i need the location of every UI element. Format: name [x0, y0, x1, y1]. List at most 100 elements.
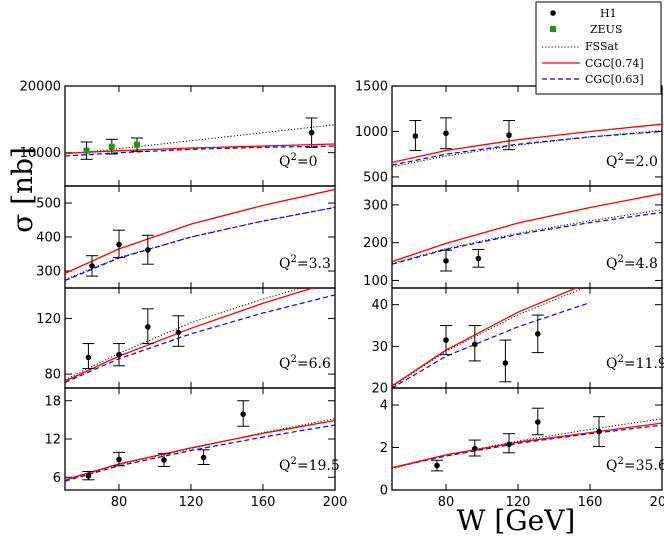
h1-marker: [116, 241, 122, 248]
y-tick-label: 200: [363, 236, 388, 251]
legend-label-cgc74: CGC[0.74]: [585, 57, 644, 70]
panel-q2-0: 10000 20000 Q2=0: [20, 80, 336, 187]
panel-frame: [64, 85, 336, 187]
h1-point: [113, 343, 125, 367]
panel-frame: [64, 387, 336, 491]
y-tick-label: 120: [36, 312, 61, 327]
h1-point: [431, 459, 443, 472]
y-tick-label: 10000: [20, 146, 61, 161]
cgc074-curve: [392, 123, 662, 164]
y-tick-label: 300: [363, 198, 388, 213]
cgc063-curve: [65, 424, 335, 482]
x-tick-label: 80: [111, 495, 128, 510]
curves: [65, 418, 335, 482]
y-tick-label: 1000: [355, 125, 388, 140]
h1-marker: [116, 351, 122, 358]
cgc074-curve: [65, 188, 335, 274]
fssat-curve: [65, 288, 304, 381]
y-tick-label: 6: [53, 471, 61, 486]
panel-frame: [64, 185, 336, 289]
q2-label: Q2=11.9: [606, 354, 664, 372]
h1-point: [113, 229, 125, 258]
y-tick-label: 30: [371, 340, 388, 355]
cgc063-curve: [65, 294, 335, 383]
panel-q2-2: 500 1000 1500 Q2=2.0: [355, 80, 663, 187]
h1-marker: [443, 337, 449, 343]
h1-marker: [161, 457, 167, 463]
legend-box: [535, 1, 662, 95]
y-tick-label: 2: [380, 441, 388, 456]
h1-point: [82, 343, 95, 370]
h1-marker: [200, 454, 207, 461]
y-tick-label: 20: [371, 382, 388, 397]
x-tick-label: 200: [650, 495, 664, 510]
cgc063-curve: [392, 424, 662, 469]
h1-marker: [472, 341, 478, 348]
h1-point: [468, 439, 481, 457]
y-tick-label: 12: [44, 433, 61, 448]
q2-label: Q2=6.6: [279, 354, 331, 372]
q2-label: Q2=0: [279, 152, 318, 170]
cgc074-curve: [392, 422, 662, 469]
y-tick-label: 100: [363, 274, 388, 289]
x-tick-label: 80: [438, 495, 455, 510]
h1-marker: [145, 324, 151, 330]
h1-point: [593, 416, 605, 447]
curves: [392, 123, 662, 168]
cgc074-curve: [65, 288, 315, 382]
y-tick-label: 400: [36, 231, 61, 246]
x-tick-label: 200: [323, 495, 348, 510]
h1-point: [197, 449, 210, 465]
h1-marker: [412, 133, 419, 139]
h1-marker: [596, 428, 602, 435]
curves: [65, 188, 335, 282]
q2-label: Q2=3.3: [279, 254, 331, 272]
cgc074-curve: [392, 192, 662, 263]
panel-frame: [391, 387, 663, 491]
h1-point: [499, 339, 512, 383]
h1-marker: [240, 411, 246, 417]
cgc063-curve: [392, 211, 662, 265]
h1-marker: [506, 132, 512, 138]
h1-point: [113, 451, 125, 467]
h1-point: [440, 325, 452, 356]
zeus-marker: [83, 147, 90, 154]
zeus-marker: [134, 141, 140, 148]
panel-q2-4.8: 100 200 300 Q2=4.8: [363, 185, 663, 289]
h1-point: [531, 407, 544, 436]
curves: [65, 124, 335, 157]
y-tick-label: 80: [44, 368, 61, 383]
h1-marker: [475, 255, 482, 262]
x-tick-label: 120: [179, 495, 204, 510]
h1-marker: [308, 129, 315, 136]
fssat-curve: [65, 124, 335, 155]
y-tick-label: 18: [44, 394, 61, 409]
curves: [392, 192, 662, 265]
h1-marker: [434, 462, 440, 469]
q2-label: Q2=19.5: [279, 456, 340, 474]
h1-marker: [145, 247, 151, 253]
h1-point: [440, 117, 452, 150]
x-axis-label: W [GeV]: [457, 504, 576, 537]
fssat-curve: [392, 418, 662, 470]
panel-q2-35.6: 0 2 4 Q2=35.6 80 120 160 200: [380, 387, 664, 510]
h1-point: [158, 453, 170, 467]
h1-marker: [85, 473, 92, 479]
q2-label: Q2=4.8: [606, 254, 658, 272]
h1-marker: [506, 441, 512, 448]
y-tick-label: 0: [380, 484, 388, 499]
zeus-point: [131, 137, 143, 152]
zeus-point: [80, 141, 93, 160]
legend-label-cgc63: CGC[0.63]: [585, 73, 644, 86]
panel-q2-19.5: 6 12 18 Q2=19.5 80 120 160 200: [44, 387, 348, 510]
cgc074-curve: [65, 143, 335, 154]
h1-point: [86, 255, 98, 277]
h1-marker: [116, 456, 122, 463]
curves: [392, 418, 662, 470]
cgc074-curve: [392, 288, 578, 387]
cgc063-curve: [392, 130, 662, 166]
h1-marker: [535, 331, 541, 337]
y-tick-label: 40: [371, 298, 388, 313]
zeus-point: [105, 138, 118, 155]
h1-point: [237, 400, 250, 427]
